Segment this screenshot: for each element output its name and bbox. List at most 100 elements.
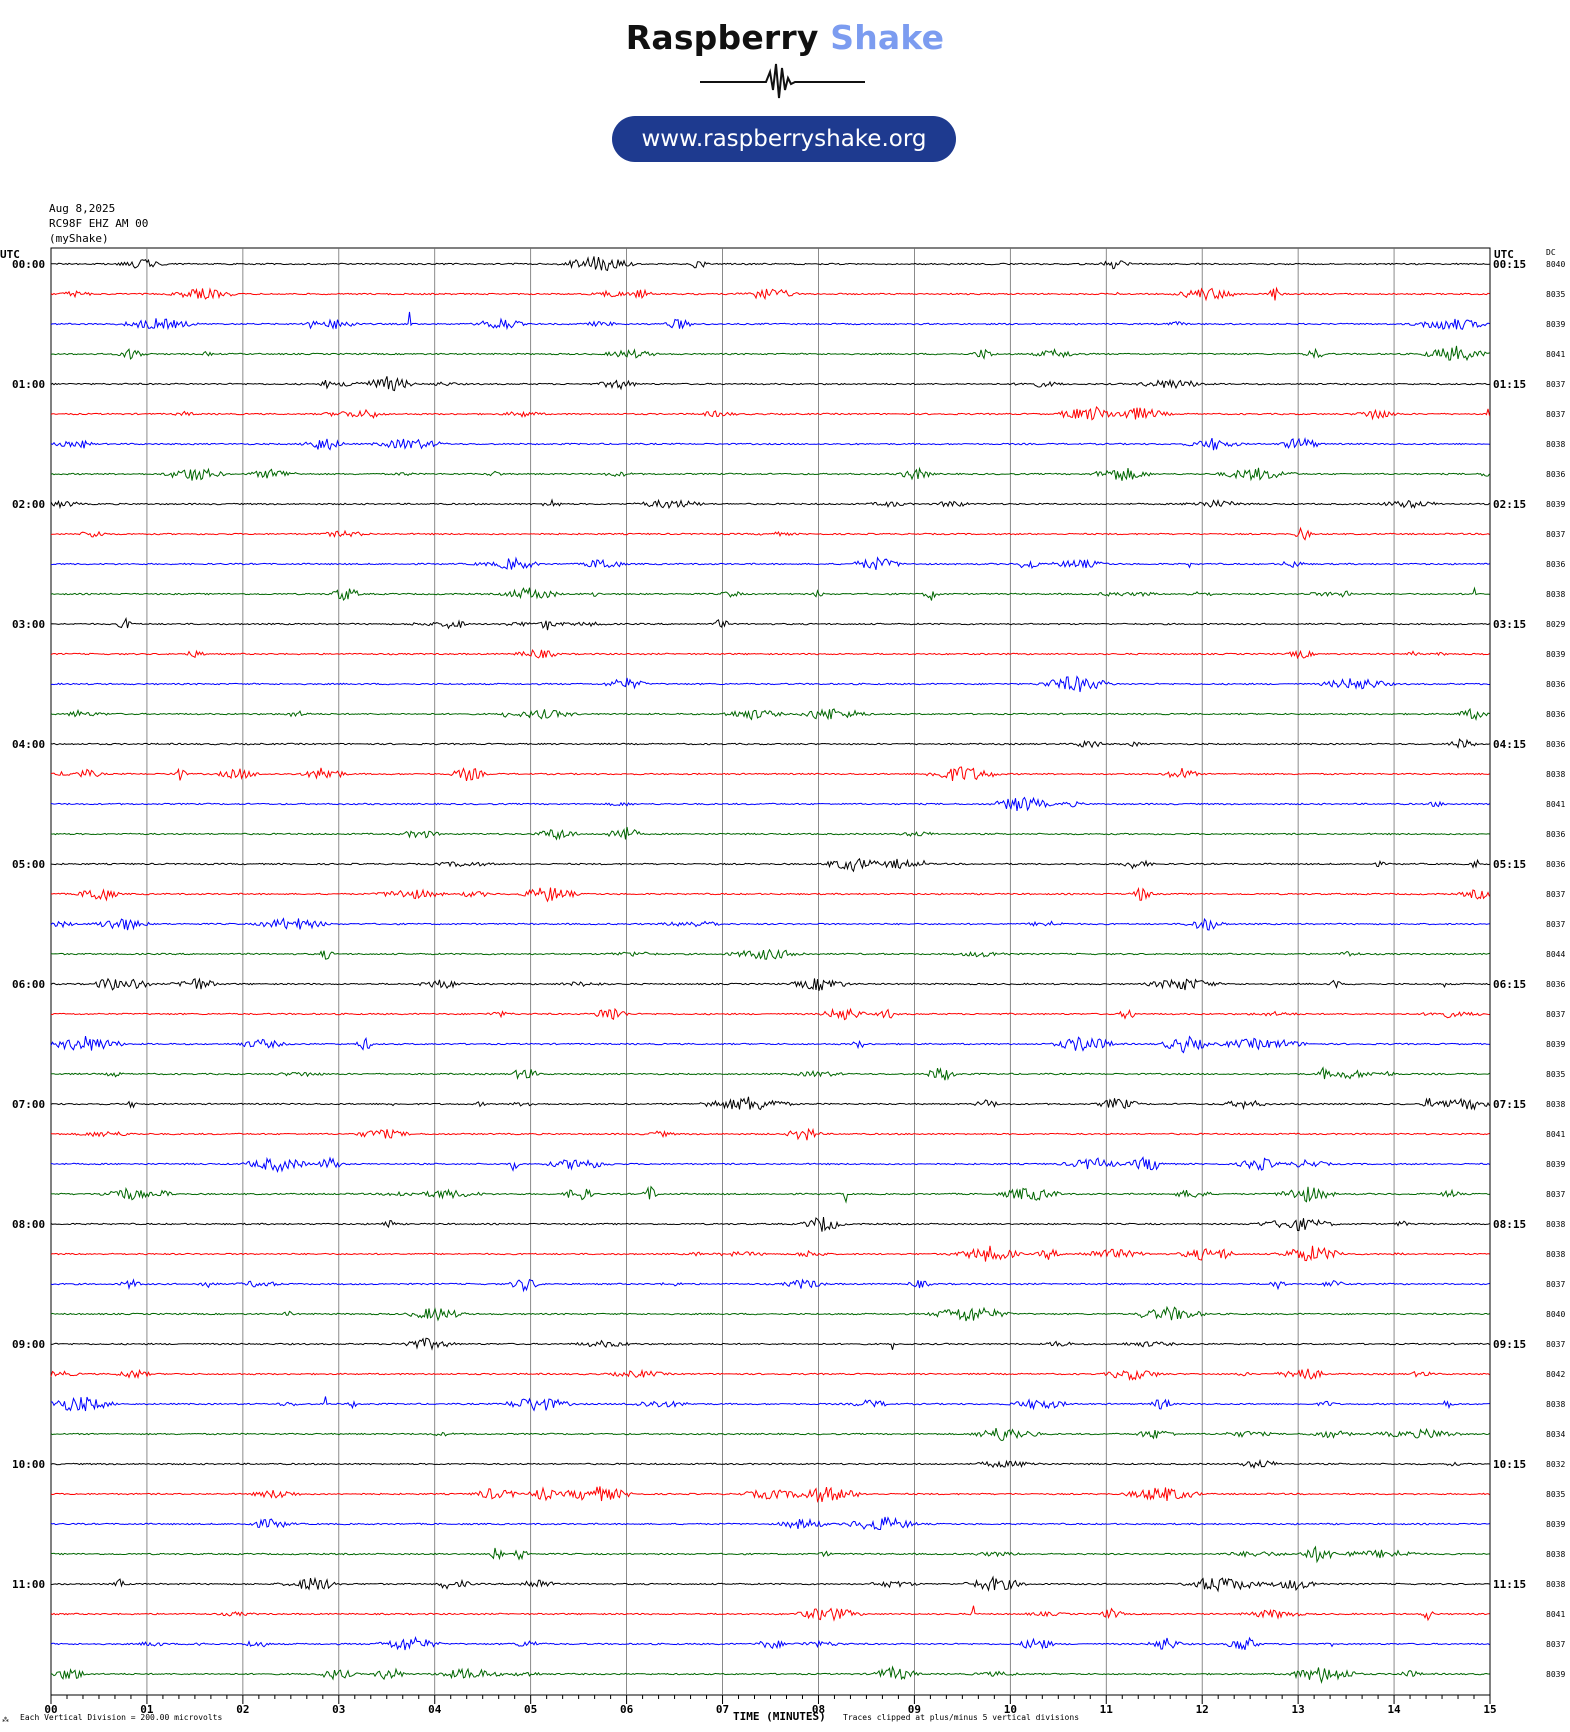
left-hour-label: 11:00 <box>12 1578 45 1591</box>
trace-row <box>50 586 1490 602</box>
dc-offset-label: 8038 <box>1546 590 1565 599</box>
trace-row <box>50 498 1490 510</box>
dc-offset-label: 8036 <box>1546 980 1565 989</box>
trace-row <box>50 526 1490 541</box>
trace-row <box>50 345 1490 362</box>
dc-offset-label: 8036 <box>1546 680 1565 689</box>
left-hour-label: 03:00 <box>12 618 45 631</box>
trace-row <box>50 437 1490 451</box>
dc-offset-label: 8035 <box>1546 1070 1565 1079</box>
x-tick-label: 06 <box>620 1703 634 1716</box>
trace-row <box>50 1156 1490 1174</box>
trace-layer <box>50 256 1490 1684</box>
plot-frame <box>50 247 1491 1696</box>
dc-offset-label: 8041 <box>1546 1610 1565 1619</box>
trace-row <box>50 977 1490 991</box>
x-axis-title: TIME (MINUTES) <box>733 1710 826 1723</box>
dc-offset-label: 8037 <box>1546 920 1565 929</box>
trace-row <box>50 1185 1490 1204</box>
left-hour-label: 08:00 <box>12 1218 45 1231</box>
trace-row <box>50 311 1490 331</box>
dc-offset-label: 8039 <box>1546 320 1565 329</box>
right-hour-label: 08:15 <box>1493 1218 1526 1231</box>
trace-row <box>50 948 1490 960</box>
dc-offset-label: 8039 <box>1546 1160 1565 1169</box>
dc-offset-label: 8035 <box>1546 290 1565 299</box>
dc-offset-label: 8038 <box>1546 1250 1565 1259</box>
website-url-link[interactable]: www.raspberryshake.org <box>612 116 956 162</box>
left-hour-label: 02:00 <box>12 498 45 511</box>
trace-row <box>50 738 1490 749</box>
right-hour-label: 02:15 <box>1493 498 1526 511</box>
dc-offset-label: 8044 <box>1546 950 1565 959</box>
right-hour-label: 10:15 <box>1493 1458 1526 1471</box>
trace-row <box>50 1575 1490 1593</box>
x-tick-label: 07 <box>716 1703 729 1716</box>
left-hour-label: 06:00 <box>12 978 45 991</box>
dc-offset-label: 8041 <box>1546 800 1565 809</box>
right-hour-label: 07:15 <box>1493 1098 1526 1111</box>
dc-offset-label: 8037 <box>1546 890 1565 899</box>
trace-row <box>50 1368 1490 1381</box>
trace-row <box>50 376 1490 392</box>
dc-offset-label: 8037 <box>1546 410 1565 419</box>
dc-offset-label: 8032 <box>1546 1460 1565 1469</box>
dc-offset-label: 8039 <box>1546 1670 1565 1679</box>
vertical-division-note: Each Vertical Division = 200.00 microvol… <box>20 1713 222 1722</box>
dc-offset-label: 8036 <box>1546 860 1565 869</box>
right-hour-label: 00:15 <box>1493 258 1526 271</box>
dc-offset-label: 8040 <box>1546 1310 1565 1319</box>
trace-row <box>50 826 1490 841</box>
dc-offset-label: 8038 <box>1546 1400 1565 1409</box>
trace-row <box>50 1427 1490 1442</box>
dc-offset-label: 8036 <box>1546 560 1565 569</box>
brand-name-part2: Shake <box>830 18 945 57</box>
trace-row <box>50 286 1490 302</box>
source-label: (myShake) <box>49 232 109 245</box>
corner-mark: ⁂ <box>2 1716 9 1724</box>
right-utc-header: UTC <box>1494 248 1514 261</box>
x-tick-label: 12 <box>1196 1703 1209 1716</box>
trace-row <box>50 1007 1490 1021</box>
dc-offset-label: 8029 <box>1546 620 1565 629</box>
plot-grid <box>50 247 1491 1704</box>
x-tick-label: 13 <box>1292 1703 1305 1716</box>
trace-row <box>50 1636 1490 1651</box>
trace-row <box>50 1278 1490 1293</box>
label-layer: 00 01 02 03 04 05 06 07 08 09 10 11 12 13 14 15 TIME (MI… <box>0 248 1565 1724</box>
trace-row <box>50 1665 1490 1684</box>
dc-offset-label: 8037 <box>1546 1190 1565 1199</box>
dc-offset-label: 8039 <box>1546 1520 1565 1529</box>
dc-offset-label: 8040 <box>1546 260 1565 269</box>
x-tick-label: 11 <box>1100 1703 1114 1716</box>
dc-offset-label: 8042 <box>1546 1370 1565 1379</box>
left-hour-label: 07:00 <box>12 1098 45 1111</box>
trace-row <box>50 886 1490 903</box>
x-tick-label: 14 <box>1387 1703 1401 1716</box>
trace-row <box>50 1066 1490 1081</box>
dc-offset-label: 8037 <box>1546 1640 1565 1649</box>
station-label: RC98F EHZ AM 00 <box>49 217 149 230</box>
trace-row <box>50 1605 1490 1622</box>
dc-offset-label: 8037 <box>1546 1010 1565 1019</box>
trace-row <box>50 675 1490 693</box>
x-tick-label: 03 <box>332 1703 345 1716</box>
trace-row <box>50 857 1490 873</box>
trace-row <box>50 648 1490 660</box>
clip-note: Traces clipped at plus/minus 5 vertical … <box>843 1713 1079 1722</box>
trace-row <box>50 766 1490 782</box>
left-hour-label: 09:00 <box>12 1338 45 1351</box>
trace-row <box>50 1096 1490 1111</box>
x-tick-label: 05 <box>524 1703 537 1716</box>
trace-row <box>50 1486 1490 1503</box>
dc-offset-label: 8036 <box>1546 470 1565 479</box>
trace-row <box>50 1127 1490 1141</box>
dc-offset-label: 8038 <box>1546 1580 1565 1589</box>
left-hour-label: 00:00 <box>12 258 45 271</box>
dc-offset-label: 8038 <box>1546 770 1565 779</box>
x-tick-label: 00 <box>44 1703 57 1716</box>
trace-row <box>51 1337 1490 1351</box>
dc-offset-label: 8037 <box>1546 1280 1565 1289</box>
x-tick-label: 02 <box>236 1703 249 1716</box>
x-tick-label: 15 <box>1483 1703 1496 1716</box>
